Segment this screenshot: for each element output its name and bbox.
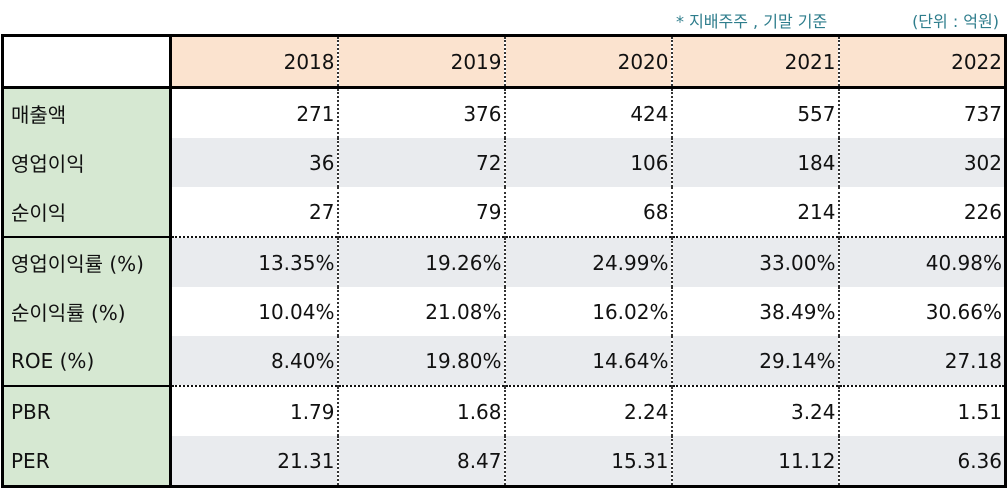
row-label: PER bbox=[1, 436, 172, 488]
row-label: 순이익 bbox=[1, 187, 172, 237]
table-row-per: PER 21.31 8.47 15.31 11.12 6.36 bbox=[1, 436, 1007, 488]
table-cell: 271 bbox=[170, 86, 339, 138]
table-cell: 106 bbox=[504, 138, 673, 187]
table-cell: 376 bbox=[337, 86, 506, 138]
table-row-net-margin: 순이익률 (%) 10.04% 21.08% 16.02% 38.49% 30.… bbox=[1, 287, 1007, 336]
table-cell: 1.79 bbox=[170, 385, 339, 436]
table-cell: 8.40% bbox=[170, 336, 339, 386]
table-cell: 27 bbox=[170, 187, 339, 237]
row-label: 매출액 bbox=[1, 86, 172, 138]
table-cell: 68 bbox=[504, 187, 673, 237]
table-cell: 19.26% bbox=[337, 236, 506, 287]
basis-note: * 지배주주 , 기말 기준 bbox=[676, 12, 828, 31]
row-label: 순이익률 (%) bbox=[1, 287, 172, 336]
table-cell: 19.80% bbox=[337, 336, 506, 386]
table-cell: 29.14% bbox=[671, 336, 840, 386]
table-cell: 8.47 bbox=[337, 436, 506, 488]
header-corner-cell bbox=[1, 34, 172, 89]
table-cell: 184 bbox=[671, 138, 840, 187]
header-year-2021: 2021 bbox=[671, 34, 840, 89]
financial-table: 2018 2019 2020 2021 2022 매출액 271 376 424… bbox=[1, 34, 1007, 488]
table-cell: 557 bbox=[671, 86, 840, 138]
table-cell: 226 bbox=[838, 187, 1007, 237]
unit-note: (단위 : 억원) bbox=[912, 12, 999, 31]
table-cell: 30.66% bbox=[838, 287, 1007, 336]
table-row-revenue: 매출액 271 376 424 557 737 bbox=[1, 86, 1007, 138]
table-row-pbr: PBR 1.79 1.68 2.24 3.24 1.51 bbox=[1, 385, 1007, 436]
row-label: 영업이익 bbox=[1, 138, 172, 187]
financial-table-container: 2018 2019 2020 2021 2022 매출액 271 376 424… bbox=[1, 34, 1007, 488]
table-row-operating-profit: 영업이익 36 72 106 184 302 bbox=[1, 138, 1007, 187]
table-cell: 214 bbox=[671, 187, 840, 237]
header-year-2020: 2020 bbox=[504, 34, 673, 89]
table-cell: 737 bbox=[838, 86, 1007, 138]
table-cell: 79 bbox=[337, 187, 506, 237]
table-cell: 11.12 bbox=[671, 436, 840, 488]
table-cell: 21.31 bbox=[170, 436, 339, 488]
table-cell: 13.35% bbox=[170, 236, 339, 287]
table-cell: 33.00% bbox=[671, 236, 840, 287]
table-cell: 424 bbox=[504, 86, 673, 138]
table-cell: 14.64% bbox=[504, 336, 673, 386]
header-year-2018: 2018 bbox=[170, 34, 339, 89]
table-cell: 6.36 bbox=[838, 436, 1007, 488]
table-cell: 2.24 bbox=[504, 385, 673, 436]
header-year-2022: 2022 bbox=[838, 34, 1007, 89]
table-row-net-income: 순이익 27 79 68 214 226 bbox=[1, 187, 1007, 237]
header-row: 2018 2019 2020 2021 2022 bbox=[1, 34, 1007, 89]
table-cell: 72 bbox=[337, 138, 506, 187]
row-label: PBR bbox=[1, 385, 172, 436]
table-cell: 36 bbox=[170, 138, 339, 187]
table-cell: 15.31 bbox=[504, 436, 673, 488]
table-cell: 40.98% bbox=[838, 236, 1007, 287]
table-cell: 10.04% bbox=[170, 287, 339, 336]
table-row-roe: ROE (%) 8.40% 19.80% 14.64% 29.14% 27.18 bbox=[1, 336, 1007, 386]
table-cell: 1.68 bbox=[337, 385, 506, 436]
row-label: ROE (%) bbox=[1, 336, 172, 386]
table-cell: 302 bbox=[838, 138, 1007, 187]
header-year-2019: 2019 bbox=[337, 34, 506, 89]
table-cell: 38.49% bbox=[671, 287, 840, 336]
table-cell: 3.24 bbox=[671, 385, 840, 436]
row-label: 영업이익률 (%) bbox=[1, 236, 172, 287]
table-cell: 16.02% bbox=[504, 287, 673, 336]
table-cell: 1.51 bbox=[838, 385, 1007, 436]
table-cell: 27.18 bbox=[838, 336, 1007, 386]
table-cell: 24.99% bbox=[504, 236, 673, 287]
table-cell: 21.08% bbox=[337, 287, 506, 336]
table-notes: * 지배주주 , 기말 기준 (단위 : 억원) bbox=[0, 0, 1007, 34]
table-row-operating-margin: 영업이익률 (%) 13.35% 19.26% 24.99% 33.00% 40… bbox=[1, 236, 1007, 287]
